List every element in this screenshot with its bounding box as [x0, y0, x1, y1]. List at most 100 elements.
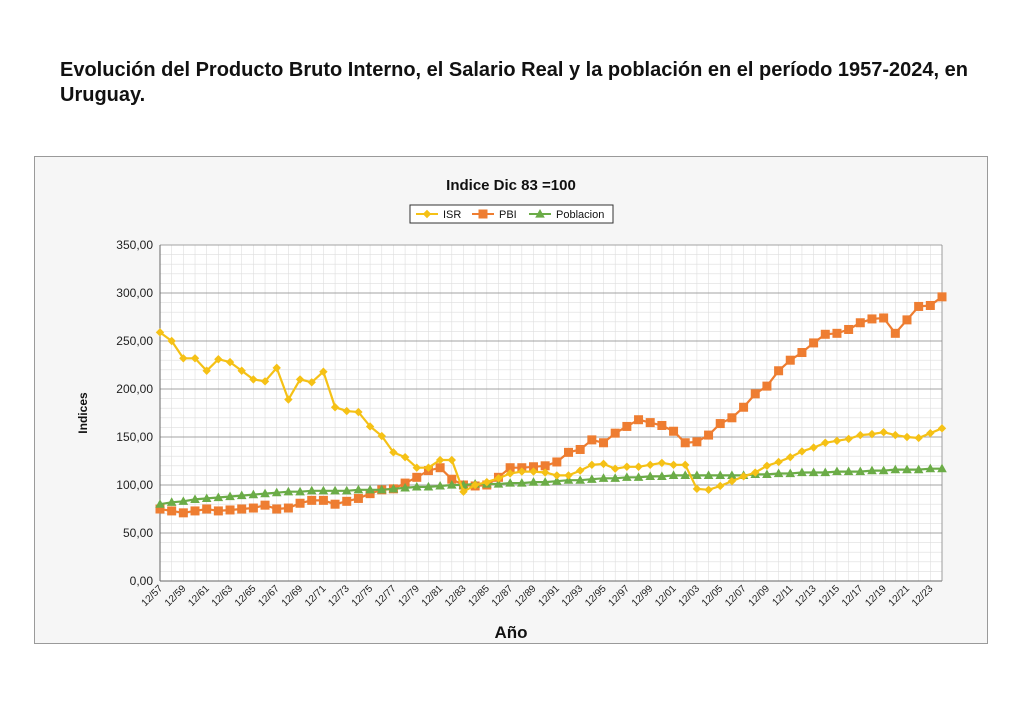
data-point-pbi	[844, 324, 854, 334]
legend-label-poblacion: Poblacion	[556, 209, 604, 221]
data-point-poblacion	[668, 470, 679, 479]
data-point-isr	[937, 424, 947, 433]
data-point-isr	[540, 468, 550, 477]
data-point-pbi	[330, 499, 340, 509]
data-point-pbi	[890, 328, 900, 338]
x-tick-label: 12/87	[490, 583, 516, 609]
data-point-poblacion	[528, 477, 539, 486]
data-point-poblacion	[727, 470, 737, 479]
chart-title: Indice Dic 83 =100	[446, 177, 576, 194]
data-point-isr	[856, 430, 865, 440]
data-point-isr	[447, 455, 456, 465]
data-point-isr	[902, 432, 912, 442]
data-point-isr	[634, 462, 643, 471]
data-point-poblacion	[598, 473, 609, 482]
data-point-poblacion	[540, 477, 550, 486]
data-point-pbi	[155, 504, 165, 514]
data-point-poblacion	[890, 464, 901, 474]
data-point-poblacion	[365, 484, 375, 494]
data-point-poblacion	[913, 464, 924, 474]
data-point-isr	[435, 455, 445, 465]
data-point-poblacion	[330, 485, 340, 495]
data-point-pbi	[820, 329, 830, 339]
x-tick-label: 12/99	[630, 583, 656, 609]
data-point-isr	[797, 447, 807, 456]
data-point-pbi	[564, 447, 574, 457]
x-tick-label: 12/81	[420, 583, 446, 609]
data-point-pbi	[902, 315, 912, 325]
data-point-poblacion	[575, 475, 585, 484]
data-point-pbi	[879, 313, 889, 323]
x-tick-label: 12/03	[677, 583, 703, 609]
data-point-pbi	[575, 444, 585, 454]
data-point-isr	[342, 406, 351, 416]
data-point-pbi	[260, 500, 270, 510]
data-point-pbi	[622, 421, 632, 431]
data-point-poblacion	[400, 482, 410, 492]
data-point-poblacion	[493, 479, 504, 488]
data-point-poblacion	[843, 466, 854, 476]
data-point-isr	[575, 466, 585, 475]
data-point-pbi	[365, 489, 375, 499]
data-point-poblacion	[236, 490, 247, 500]
data-point-poblacion	[388, 483, 399, 493]
y-tick-label: 150,00	[116, 430, 153, 444]
x-tick-label: 12/11	[770, 583, 795, 608]
x-tick-label: 12/69	[280, 583, 306, 609]
page-title: Evolución del Producto Bruto Interno, el…	[60, 59, 968, 106]
data-point-poblacion	[878, 465, 889, 475]
data-point-isr	[774, 457, 783, 467]
data-point-pbi	[797, 348, 807, 358]
x-tick-label: 12/05	[700, 583, 726, 609]
data-point-isr	[867, 429, 877, 439]
data-point-pbi	[587, 435, 597, 445]
data-point-poblacion	[271, 487, 282, 497]
data-point-pbi	[167, 506, 177, 516]
legend-box	[409, 204, 614, 224]
data-point-pbi	[412, 472, 422, 482]
data-point-poblacion	[505, 478, 515, 487]
data-point-isr	[295, 375, 305, 384]
data-point-pbi	[727, 413, 737, 423]
data-point-isr	[237, 366, 246, 375]
data-point-isr	[225, 357, 235, 367]
data-point-pbi	[762, 381, 772, 391]
x-tick-label: 12/07	[723, 583, 749, 609]
y-tick-label: 250,00	[116, 334, 153, 348]
data-point-poblacion	[411, 481, 422, 491]
data-point-isr	[879, 428, 888, 437]
data-point-isr	[751, 468, 760, 477]
line-chart: 0,00 50,00 100,00 150,00 200,00 250,00 300,00 3…	[76, 177, 947, 642]
data-point-poblacion	[446, 480, 457, 489]
data-point-isr	[681, 460, 690, 470]
data-point-pbi	[272, 504, 282, 514]
data-point-poblacion	[867, 465, 877, 475]
data-point-pbi	[353, 493, 363, 503]
data-point-isr	[494, 474, 503, 483]
data-point-poblacion	[295, 486, 305, 496]
data-point-isr	[202, 366, 211, 375]
data-point-isr	[400, 452, 410, 462]
x-tick-label: 12/21	[887, 583, 913, 609]
data-point-pbi	[855, 318, 865, 328]
data-point-poblacion	[820, 467, 831, 477]
data-point-pbi	[692, 437, 702, 447]
data-point-isr	[809, 443, 818, 452]
x-tick-label: 12/91	[536, 583, 562, 609]
data-point-isr	[412, 463, 421, 472]
data-point-pbi	[925, 300, 935, 310]
data-point-pbi	[540, 461, 550, 471]
data-point-poblacion	[622, 472, 632, 481]
y-tick-label: 0,00	[130, 574, 154, 588]
data-point-pbi	[867, 314, 877, 324]
data-point-pbi	[610, 428, 620, 438]
data-point-isr	[926, 428, 935, 438]
data-point-isr	[389, 448, 398, 457]
data-point-pbi	[739, 402, 749, 412]
data-point-pbi	[237, 504, 247, 514]
x-tick-label: 12/67	[256, 583, 282, 609]
data-point-pbi	[283, 503, 293, 513]
x-tick-label: 12/15	[817, 583, 843, 609]
data-point-pbi	[937, 292, 947, 302]
data-point-pbi	[435, 463, 445, 473]
